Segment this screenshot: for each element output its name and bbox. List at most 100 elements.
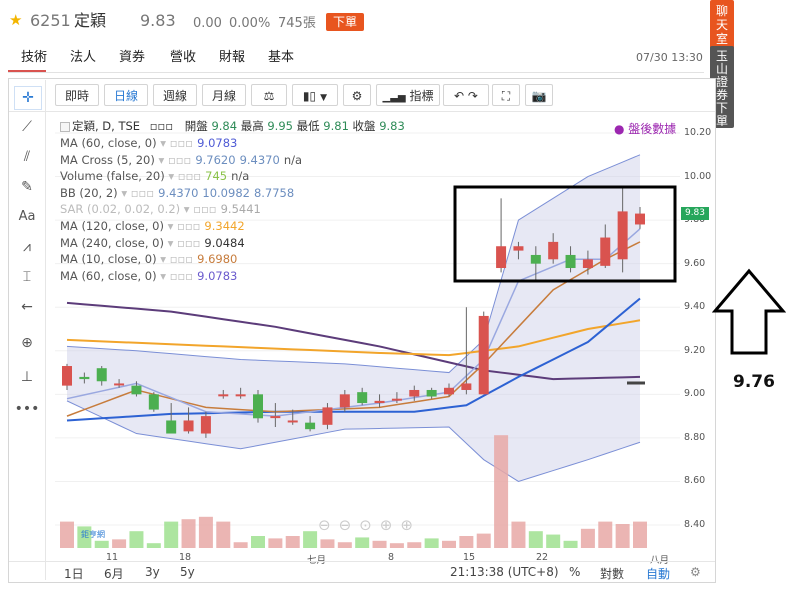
annotation-arrow — [712, 268, 786, 355]
volume-bar — [563, 540, 578, 548]
zoom-icon[interactable]: ⊕ — [21, 335, 33, 351]
favorite-star-icon[interactable]: ★ — [9, 11, 23, 29]
fib-icon[interactable]: ⫽ — [23, 149, 31, 165]
volume-bar — [459, 536, 474, 548]
candle-body — [114, 383, 125, 386]
legend-row-options-icon[interactable]: ▾ ▫▫▫ — [117, 185, 155, 200]
percent-toggle[interactable]: % — [569, 565, 581, 579]
candlesticks — [62, 187, 645, 438]
tab-technical[interactable]: 技術 — [21, 50, 48, 65]
fullscreen-button[interactable]: ⛶ — [492, 84, 520, 106]
ma240-line — [66, 301, 641, 381]
zoom-in-icon[interactable]: ⊕ — [379, 516, 401, 534]
legend-row-options-icon[interactable]: ▾ ▫▫▫ — [163, 235, 201, 250]
weekly-button[interactable]: 週線 — [153, 84, 197, 106]
snapshot-button[interactable]: 📷 — [525, 84, 553, 106]
monthly-button[interactable]: 月線 — [202, 84, 246, 106]
candle-body — [200, 416, 211, 434]
text-icon[interactable]: Aa — [18, 209, 36, 224]
legend-row-options-icon[interactable]: ▾ ▫▫▫ — [154, 152, 192, 167]
realtime-button[interactable]: 即時 — [55, 84, 99, 106]
candle-body — [148, 394, 159, 410]
tab-margin[interactable]: 資券 — [119, 50, 146, 65]
price-tick-label: 8.80 — [684, 431, 706, 443]
candle-body — [565, 254, 576, 269]
ruler-icon[interactable]: ⊥ — [20, 369, 34, 385]
legend-row-options-icon[interactable]: ▾ ▫▫▫ — [156, 136, 194, 150]
legend-symbol: 定穎, D, TSE ▫▫▫ 開盤 9.84 最高 9.95 最低 9.81 收… — [60, 119, 405, 134]
price-tick-label: 9.60 — [684, 257, 706, 269]
chart-type-button[interactable]: ▮▯ ▼ — [292, 84, 338, 106]
range-5y[interactable]: 5y — [180, 565, 195, 579]
candle-body — [600, 237, 611, 266]
price-tick-label: 10.20 — [684, 127, 712, 138]
range-1d[interactable]: 1日 — [64, 567, 84, 581]
indicators-button[interactable]: ▁▃▅ 指標 — [376, 84, 440, 106]
legend-row: MA (60, close, 0) ▾ ▫▫▫ 9.0783 — [60, 269, 237, 284]
trendline-icon[interactable]: ⟋ — [22, 119, 32, 135]
order-button[interactable]: 下單 — [326, 13, 364, 31]
tab-institutional[interactable]: 法人 — [70, 50, 97, 65]
reset-icon[interactable]: ⊙ — [359, 516, 380, 534]
candle-body — [62, 366, 72, 386]
legend-row-options-icon[interactable]: ▾ ▫▫▫ — [180, 202, 217, 217]
brush-icon[interactable]: ✎ — [21, 179, 33, 195]
zoom-controls[interactable]: ⊖⊖⊙⊕⊕ — [318, 516, 421, 534]
broker-order-label: 玉山證券下單 — [716, 49, 729, 128]
measure-icon[interactable]: ⌶ — [22, 269, 32, 285]
candle-body — [391, 398, 402, 401]
volume-bar — [164, 521, 179, 548]
high-value: 9.95 — [267, 119, 293, 133]
clock-time: 21:13:38 (UTC+8) — [450, 565, 559, 579]
crosshair-icon[interactable]: ✛ — [14, 86, 42, 110]
legend-row-value: 10.0982 — [202, 185, 250, 200]
legend-row-value: 9.4370 — [158, 185, 199, 200]
chatroom-button[interactable]: 聊天室 — [710, 0, 734, 50]
volume-bar — [77, 526, 92, 548]
legend-row-options-icon[interactable]: ▾ ▫▫▫ — [156, 268, 194, 283]
stock-name: 定穎 — [74, 11, 107, 30]
undo-redo-button[interactable]: ↶ ↷ — [443, 84, 489, 106]
active-tab-indicator — [8, 70, 46, 72]
log-toggle[interactable]: 對數 — [600, 567, 625, 581]
scale-icon: ⚖ — [263, 89, 275, 103]
legend-options-icon[interactable]: ▫▫▫ — [149, 119, 174, 133]
legend-row-options-icon[interactable]: ▾ ▫▫▫ — [163, 219, 201, 233]
candle-body — [166, 420, 177, 434]
axis-settings-icon[interactable]: ⚙ — [690, 565, 701, 579]
legend-row: MA (10, close, 0) ▾ ▫▫▫ 9.6980 — [60, 252, 237, 267]
compare-scale-button[interactable]: ⚖ — [251, 84, 287, 106]
scroll-left-icon[interactable]: ⊖ — [318, 516, 339, 534]
settings-button[interactable]: ⚙ — [343, 84, 371, 106]
volume-bar — [251, 536, 265, 548]
legend-toggle-icon[interactable] — [60, 121, 70, 132]
legend-row-options-icon[interactable]: ▾ ▫▫▫ — [164, 169, 202, 184]
volume-bar — [146, 543, 161, 548]
after-hours-data[interactable]: ● 盤後數據 — [614, 122, 677, 136]
back-arrow-icon[interactable]: ← — [21, 299, 33, 315]
pattern-icon[interactable]: ⩘ — [23, 239, 31, 255]
stock-code: 6251 — [30, 11, 71, 30]
candle-body — [426, 389, 437, 397]
candle-body — [218, 394, 229, 397]
zoom-out-icon[interactable]: ⊖ — [338, 516, 360, 534]
tab-financials[interactable]: 財報 — [219, 50, 246, 65]
tab-basic[interactable]: 基本 — [268, 50, 295, 65]
more-icon[interactable]: ••• — [14, 401, 40, 417]
range-3y[interactable]: 3y — [145, 565, 160, 579]
time-tick-label: 八月 — [650, 552, 669, 566]
volume-bars — [60, 435, 647, 548]
redo-icon[interactable]: ↷ — [467, 89, 478, 103]
undo-icon[interactable]: ↶ — [454, 89, 465, 103]
range-6m[interactable]: 6月 — [104, 567, 124, 581]
legend-row-value: 9.7620 — [195, 152, 236, 167]
time-tick-label: 22 — [536, 552, 549, 563]
trade-volume: 745張 — [278, 16, 316, 31]
price-chart[interactable] — [55, 112, 680, 552]
legend-row-options-icon[interactable]: ▾ ▫▫▫ — [156, 252, 194, 267]
tab-revenue[interactable]: 營收 — [170, 50, 197, 65]
auto-toggle[interactable]: 自動 — [646, 567, 671, 581]
indicators-label: 指標 — [409, 89, 434, 103]
daily-button[interactable]: 日線 — [104, 84, 148, 106]
scroll-right-icon[interactable]: ⊕ — [400, 516, 421, 534]
